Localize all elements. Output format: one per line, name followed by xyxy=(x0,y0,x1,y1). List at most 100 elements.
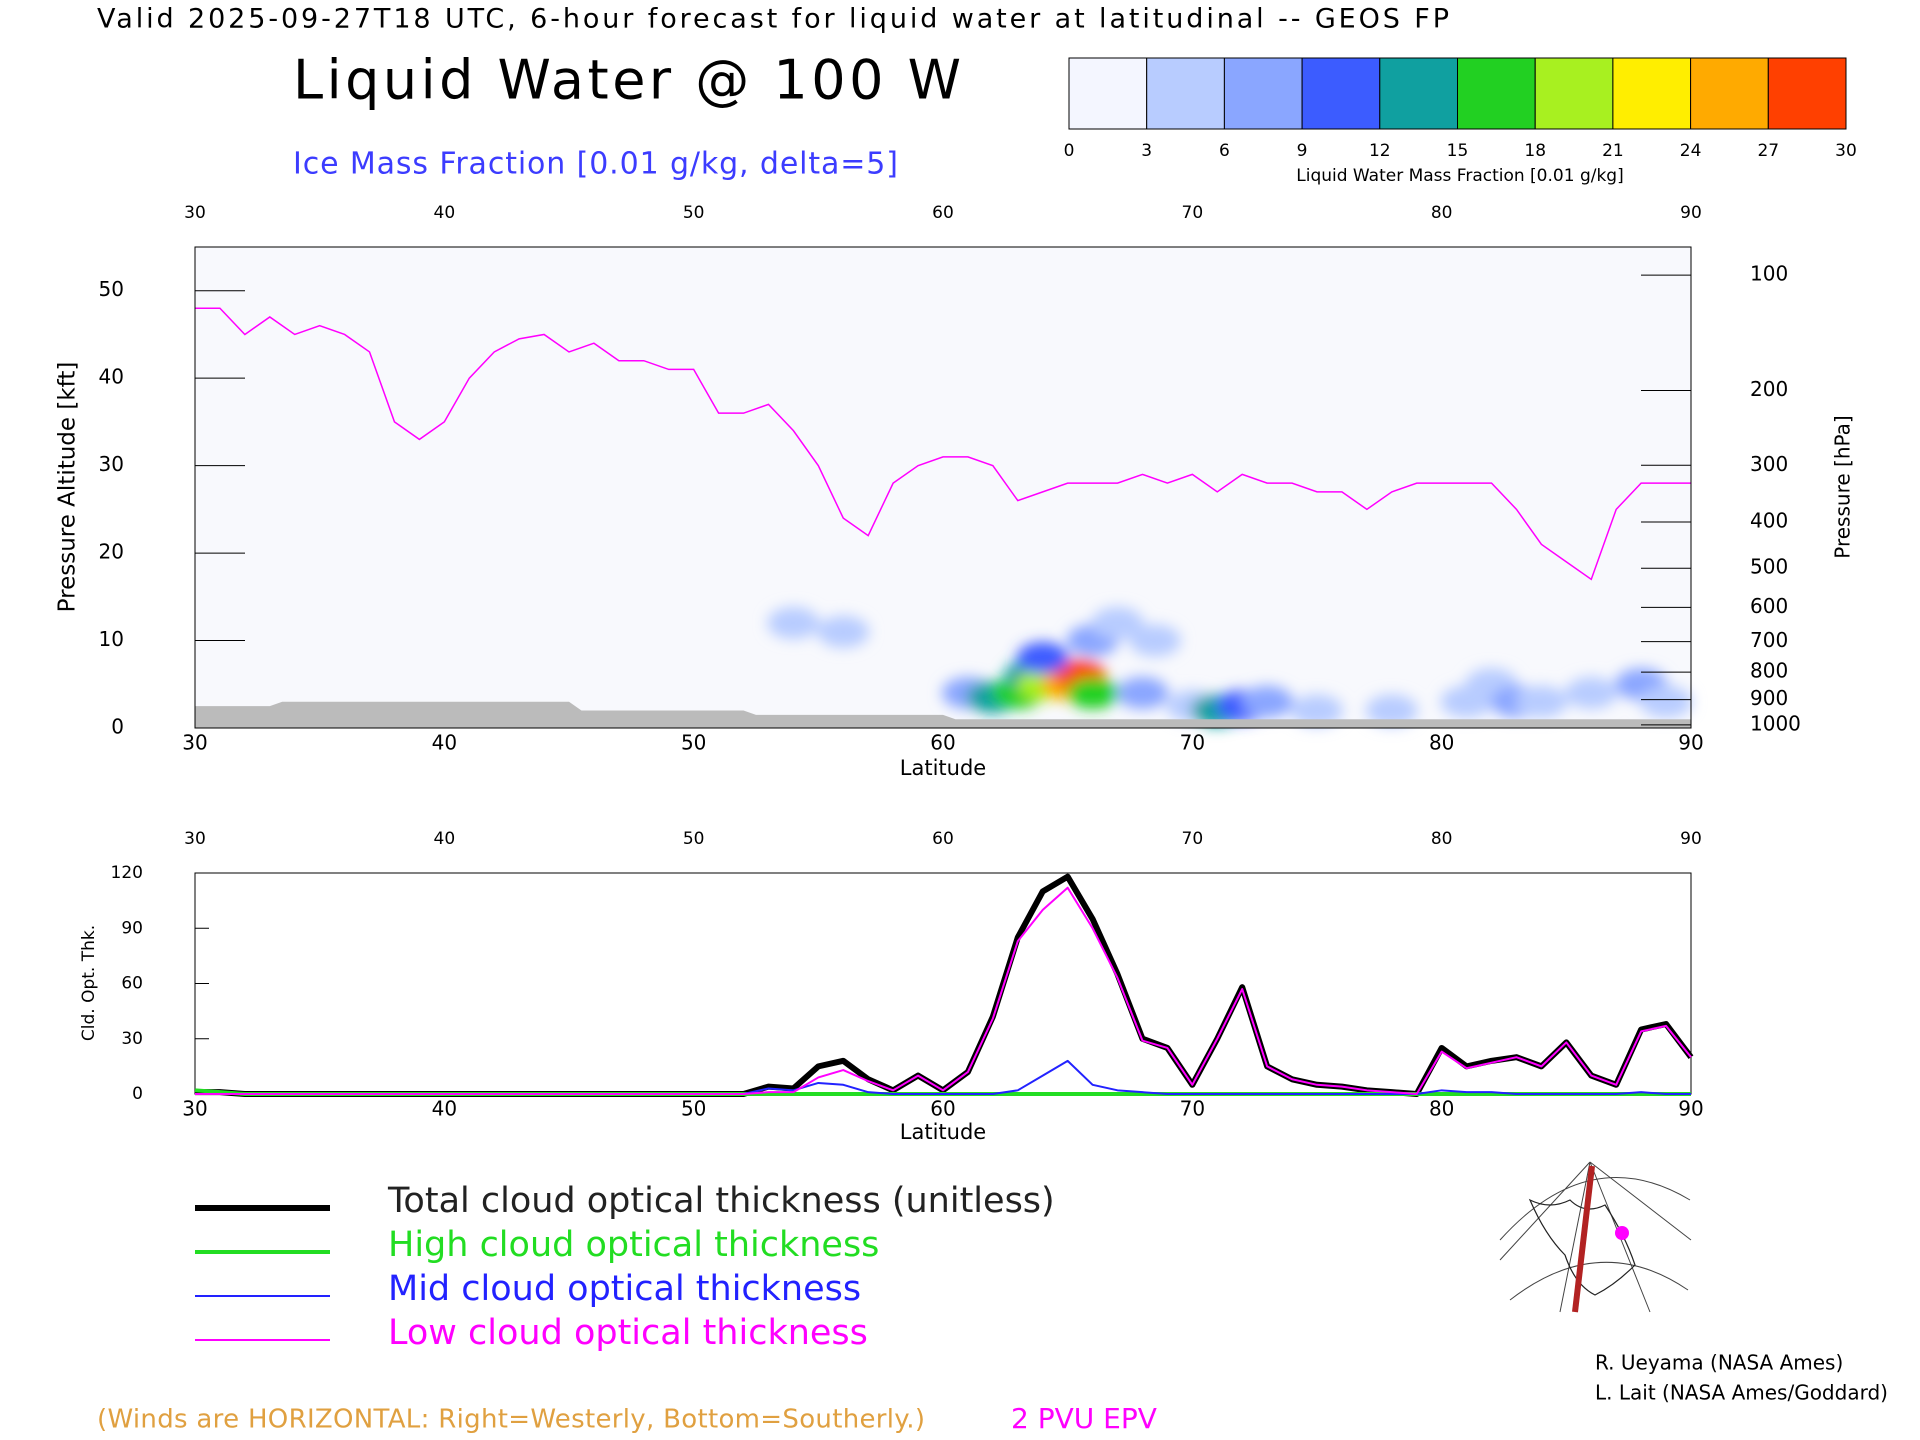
liquid-water-cell xyxy=(767,607,820,640)
legend-label: Mid cloud optical thickness xyxy=(388,1269,861,1309)
main-title: Liquid Water @ 100 W xyxy=(293,49,961,112)
x-tick-label-top: 50 xyxy=(683,829,705,849)
x-tick-label: 40 xyxy=(432,731,457,755)
liquid-water-cell xyxy=(1565,677,1618,710)
liquid-water-cell xyxy=(1016,642,1069,675)
liquid-water-cell xyxy=(817,615,870,648)
plot-frame xyxy=(194,246,1692,729)
x-tick-label: 80 xyxy=(1429,1097,1454,1121)
colorbar-tick-label: 9 xyxy=(1297,141,1308,161)
x-tick-label-top: 80 xyxy=(1431,203,1453,223)
x-axis-label: Latitude xyxy=(900,1120,986,1144)
tropopause-line xyxy=(195,307,1691,581)
series-line xyxy=(195,886,1692,1095)
colorbar-bin xyxy=(1534,57,1614,130)
plot-frame xyxy=(194,872,1692,1095)
y-tick-label: 30 xyxy=(121,1029,143,1049)
x-tick-label-top: 40 xyxy=(434,203,456,223)
tropopause-legend: 2 PVU EPV xyxy=(1011,1402,1157,1435)
y-tick-label: 0 xyxy=(132,1084,143,1104)
y-tick-label: 0 xyxy=(111,715,124,739)
liquid-water-cell xyxy=(1116,677,1169,710)
header-title: Valid 2025-09-27T18 UTC, 6-hour forecast… xyxy=(97,4,1449,35)
y2-tick-label: 800 xyxy=(1750,659,1788,683)
colorbar-tick-label: 30 xyxy=(1835,141,1857,161)
colorbar-label: Liquid Water Mass Fraction [0.01 g/kg] xyxy=(1296,166,1623,186)
footnote: (Winds are HORIZONTAL: Right=Westerly, B… xyxy=(97,1405,925,1435)
colorbar-bin xyxy=(1612,57,1692,130)
colorbar-tick-label: 12 xyxy=(1369,141,1391,161)
liquid-water-cell xyxy=(1291,694,1343,727)
x-tick-label: 30 xyxy=(182,731,207,755)
colorbar-bin xyxy=(1223,57,1303,130)
colorbar-tick-label: 18 xyxy=(1524,141,1546,161)
x-tick-label: 60 xyxy=(930,1097,955,1121)
x-tick-label: 30 xyxy=(182,1097,207,1121)
x-tick-label: 90 xyxy=(1678,1097,1703,1121)
colorbar-bin xyxy=(1301,57,1381,130)
x-tick-label: 50 xyxy=(681,731,706,755)
colorbar-tick-label: 6 xyxy=(1219,141,1230,161)
y-tick-label: 50 xyxy=(99,277,124,301)
colorbar-bin xyxy=(1457,57,1536,130)
x-tick-label-top: 30 xyxy=(184,829,206,849)
x-tick-label-top: 50 xyxy=(683,203,705,223)
x-tick-label-top: 90 xyxy=(1680,203,1702,223)
x-axis-label: Latitude xyxy=(900,756,986,780)
liquid-water-cell xyxy=(1640,685,1693,718)
x-tick-label: 40 xyxy=(432,1097,457,1121)
colorbar-tick-label: 3 xyxy=(1141,141,1152,161)
y-tick-label: 120 xyxy=(111,863,143,883)
colorbar-tick-label: 27 xyxy=(1757,141,1779,161)
y2-axis-label: Pressure [hPa] xyxy=(1831,415,1855,558)
colorbar-bin xyxy=(1068,57,1148,130)
x-tick-label: 50 xyxy=(681,1097,706,1121)
terrain xyxy=(195,701,1691,728)
x-tick-label-top: 90 xyxy=(1680,829,1702,849)
liquid-water-cell xyxy=(1365,694,1418,727)
colorbar-tick-label: 0 xyxy=(1064,141,1075,161)
subtitle: Ice Mass Fraction [0.01 g/kg, delta=5] xyxy=(293,147,898,182)
x-tick-label: 60 xyxy=(930,731,955,755)
credit: R. Ueyama (NASA Ames) xyxy=(1595,1351,1843,1375)
liquid-water-cell xyxy=(1241,685,1294,718)
x-tick-label-top: 80 xyxy=(1431,829,1453,849)
y-axis-label: Cld. Opt. Thk. xyxy=(79,925,99,1041)
colorbar-bin xyxy=(1146,57,1225,130)
y2-tick-label: 500 xyxy=(1750,555,1788,579)
liquid-water-cell xyxy=(1128,624,1181,657)
colorbar-bin xyxy=(1379,57,1459,130)
y2-tick-label: 300 xyxy=(1750,452,1788,476)
colorbar-tick-label: 21 xyxy=(1602,141,1624,161)
x-tick-label-top: 70 xyxy=(1182,203,1204,223)
y2-tick-label: 200 xyxy=(1750,377,1788,401)
legend-label: Total cloud optical thickness (unitless) xyxy=(387,1181,1055,1221)
legend-label: Low cloud optical thickness xyxy=(388,1313,868,1353)
liquid-water-field xyxy=(767,607,1693,727)
x-tick-label-top: 30 xyxy=(184,203,206,223)
y-tick-label: 60 xyxy=(121,974,143,994)
map-inset xyxy=(1494,1161,1692,1313)
colorbar-bin xyxy=(1767,57,1847,130)
colorbar-tick-label: 24 xyxy=(1680,141,1702,161)
colorbar-bin xyxy=(1690,57,1769,130)
x-tick-label-top: 60 xyxy=(932,829,954,849)
y2-tick-label: 700 xyxy=(1750,628,1788,652)
x-tick-label: 90 xyxy=(1678,731,1703,755)
y-axis-label: Pressure Altitude [kft] xyxy=(55,362,81,613)
liquid-water-cell xyxy=(1091,607,1144,640)
y-tick-label: 40 xyxy=(99,365,124,389)
x-tick-label-top: 70 xyxy=(1182,829,1204,849)
y2-tick-label: 600 xyxy=(1750,594,1788,618)
x-tick-label-top: 60 xyxy=(932,203,954,223)
x-tick-label: 70 xyxy=(1180,1097,1205,1121)
liquid-water-cell xyxy=(1066,677,1119,710)
legend-label: High cloud optical thickness xyxy=(388,1225,879,1265)
y-tick-label: 10 xyxy=(99,627,124,651)
y-tick-label: 90 xyxy=(121,918,143,938)
x-tick-label: 80 xyxy=(1429,731,1454,755)
y2-tick-label: 400 xyxy=(1750,509,1788,533)
x-tick-label: 70 xyxy=(1180,731,1205,755)
y2-tick-label: 100 xyxy=(1750,262,1788,286)
y2-tick-label: 900 xyxy=(1750,686,1788,710)
